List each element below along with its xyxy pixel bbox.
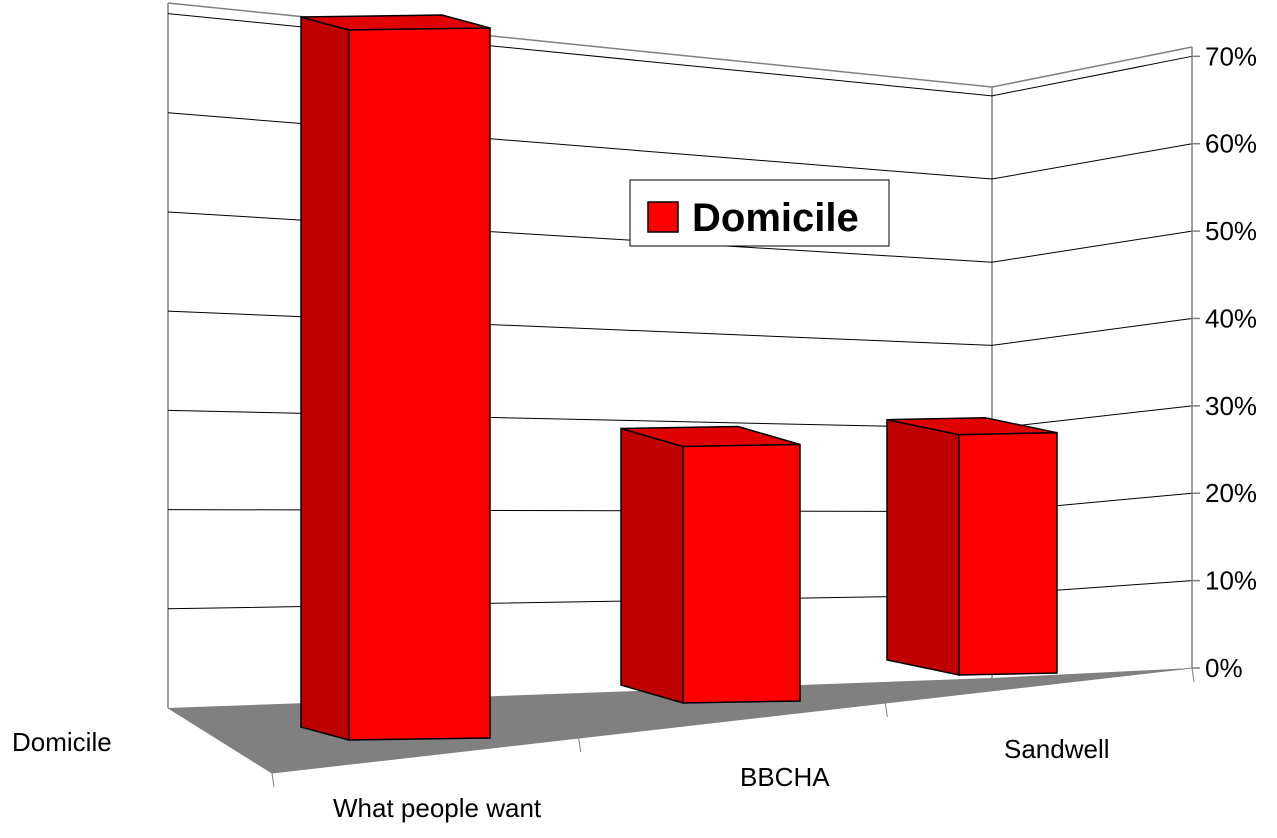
y-tick-label: 30%: [1205, 391, 1257, 421]
bar: [300, 14, 491, 741]
legend-label: Domicile: [692, 196, 859, 240]
y-tick-label: 0%: [1205, 653, 1243, 683]
bar-side-face: [300, 16, 350, 741]
wall-top-edge-left: [167, 2, 993, 88]
bar-side-face: [620, 427, 684, 704]
y-tick-label: 20%: [1205, 478, 1257, 508]
floor-plane: [168, 668, 1192, 773]
x-tick-mark: [578, 737, 582, 753]
x-tick-label: What people want: [333, 793, 542, 823]
bar-front-face: [682, 443, 801, 704]
x-tick-label: Sandwell: [1004, 734, 1110, 764]
bars: [300, 14, 1058, 741]
x-tick-labels: What people want BBCHA Sandwell: [271, 667, 1195, 823]
x-axis-line: [271, 667, 1193, 774]
y-tick-label: 40%: [1205, 303, 1257, 333]
x-tick-label: BBCHA: [740, 762, 830, 792]
x-tick-mark: [1191, 667, 1195, 683]
y-tick-labels: 0% 10% 20% 30% 40% 50% 60% 70%: [1192, 41, 1257, 683]
bar: [886, 416, 1058, 676]
chart-floor: [168, 668, 1192, 773]
bar-front-face: [958, 431, 1058, 676]
legend: Domicile: [629, 179, 890, 247]
legend-swatch: [647, 201, 679, 233]
bar: [620, 425, 801, 704]
x-tick-mark: [271, 772, 275, 788]
y-tick-label: 50%: [1205, 216, 1257, 246]
chart-axes: [167, 47, 1193, 774]
y-tick-label: 70%: [1205, 41, 1257, 71]
bar-front-face: [348, 27, 491, 741]
series-axis-label: Domicile: [12, 727, 112, 757]
y-tick-label: 60%: [1205, 129, 1257, 159]
y-tick-label: 10%: [1205, 566, 1257, 596]
depth-axis-line: [167, 707, 273, 774]
bar-side-face: [886, 418, 960, 676]
wall-top-edge-right: [991, 46, 1193, 88]
x-tick-mark: [884, 702, 888, 718]
